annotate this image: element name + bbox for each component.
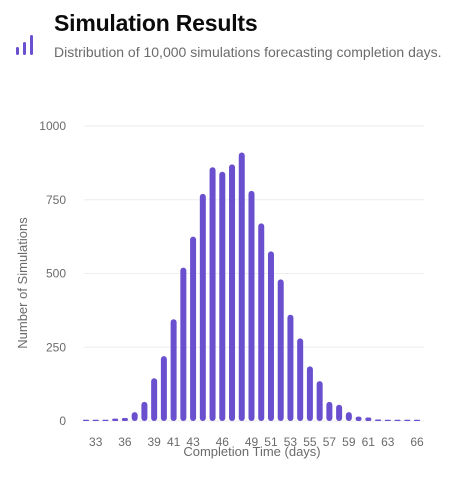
bar <box>375 419 382 421</box>
bar <box>316 381 323 421</box>
x-tick-label: 57 <box>323 435 337 449</box>
bar <box>306 366 313 421</box>
x-tick-label: 63 <box>381 435 395 449</box>
bar <box>180 267 187 421</box>
x-tick-label: 66 <box>410 435 424 449</box>
y-axis-ticks: 0 250 500 750 1000 <box>39 119 66 428</box>
bar <box>209 167 216 421</box>
bar <box>92 419 99 421</box>
x-axis-ticks: 33 36 39 41 43 46 49 51 53 55 57 59 61 63 66 <box>89 435 424 449</box>
bar <box>336 404 343 421</box>
bar-chart-icon <box>16 35 33 55</box>
bars <box>83 152 420 422</box>
bar <box>199 193 206 421</box>
bar <box>267 251 274 422</box>
x-tick-label: 53 <box>284 435 298 449</box>
x-tick-label: 33 <box>89 435 103 449</box>
bar <box>170 319 177 421</box>
bar <box>384 419 391 421</box>
y-tick-label: 0 <box>59 414 66 428</box>
x-tick-label: 61 <box>362 435 376 449</box>
bar <box>219 171 226 421</box>
x-tick-label: 46 <box>216 435 230 449</box>
x-tick-label: 39 <box>147 435 161 449</box>
x-tick-label: 51 <box>264 435 278 449</box>
bar <box>160 356 167 421</box>
bar <box>112 418 119 421</box>
bar <box>83 419 89 421</box>
bar <box>151 378 158 421</box>
y-tick-label: 250 <box>46 340 66 354</box>
x-tick-label: 55 <box>303 435 317 449</box>
y-axis-label: Number of Simulations <box>15 217 30 349</box>
bar <box>102 419 109 421</box>
bar <box>277 279 284 421</box>
bar <box>258 223 265 421</box>
x-tick-label: 36 <box>118 435 132 449</box>
chart-header: Simulation Results Distribution of 10,00… <box>0 0 456 100</box>
x-tick-label: 41 <box>167 435 181 449</box>
bar <box>248 190 255 421</box>
x-axis-label: Completion Time (days) <box>183 444 320 459</box>
bar <box>404 419 411 421</box>
bar <box>355 416 362 421</box>
bar <box>414 419 420 421</box>
x-tick-label: 43 <box>186 435 200 449</box>
bar <box>345 412 352 421</box>
bar <box>297 338 304 421</box>
chart-subtitle: Distribution of 10,000 simulations forec… <box>54 44 442 60</box>
bar <box>141 401 148 421</box>
bar <box>238 152 245 422</box>
bar <box>287 314 294 421</box>
bar <box>190 236 197 422</box>
bar <box>365 417 372 421</box>
y-tick-label: 750 <box>46 193 66 207</box>
bar <box>121 418 128 421</box>
bar <box>229 164 236 421</box>
bar <box>131 412 138 421</box>
bar <box>394 419 401 421</box>
x-tick-label: 49 <box>245 435 259 449</box>
bar <box>326 401 333 421</box>
y-tick-label: 500 <box>46 267 66 281</box>
y-tick-label: 1000 <box>39 119 66 133</box>
chart-title: Simulation Results <box>54 10 258 36</box>
x-tick-label: 59 <box>342 435 356 449</box>
